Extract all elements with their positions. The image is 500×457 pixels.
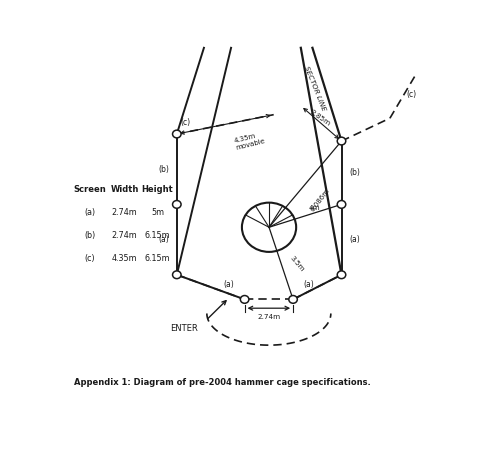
Text: (c): (c) bbox=[180, 118, 191, 127]
Circle shape bbox=[240, 296, 249, 303]
Circle shape bbox=[337, 201, 346, 208]
Text: Appendix 1: Diagram of pre-2004 hammer cage specifications.: Appendix 1: Diagram of pre-2004 hammer c… bbox=[74, 378, 371, 388]
Text: 2.74m: 2.74m bbox=[112, 208, 138, 217]
Circle shape bbox=[289, 296, 298, 303]
Text: (c): (c) bbox=[406, 90, 416, 99]
Text: 6.15m: 6.15m bbox=[144, 254, 170, 263]
Text: (b): (b) bbox=[158, 165, 169, 174]
Text: (a): (a) bbox=[349, 235, 360, 244]
Text: Width: Width bbox=[110, 185, 138, 194]
Text: (b): (b) bbox=[84, 231, 95, 240]
Circle shape bbox=[337, 271, 346, 279]
Text: (c): (c) bbox=[84, 254, 95, 263]
Text: 5m: 5m bbox=[151, 208, 164, 217]
Circle shape bbox=[172, 201, 181, 208]
Text: ENTER: ENTER bbox=[170, 324, 198, 333]
Text: (a): (a) bbox=[84, 208, 95, 217]
Text: Height: Height bbox=[142, 185, 174, 194]
Text: 3.5m: 3.5m bbox=[289, 255, 306, 272]
Text: 6.086m: 6.086m bbox=[309, 188, 330, 213]
Text: Screen: Screen bbox=[73, 185, 106, 194]
Text: 4m: 4m bbox=[309, 205, 320, 211]
Text: 2.74m: 2.74m bbox=[112, 231, 138, 240]
Circle shape bbox=[172, 271, 181, 279]
Text: (a): (a) bbox=[224, 280, 234, 289]
Circle shape bbox=[172, 130, 181, 138]
Circle shape bbox=[337, 137, 346, 145]
Text: 2.85m: 2.85m bbox=[308, 109, 331, 127]
Text: SECTOR LINE: SECTOR LINE bbox=[304, 65, 327, 112]
Text: (b): (b) bbox=[349, 168, 360, 177]
Text: (a): (a) bbox=[158, 235, 169, 244]
Text: (a): (a) bbox=[303, 280, 314, 289]
Text: 4.35m
movable: 4.35m movable bbox=[233, 131, 266, 151]
Text: 4.35m: 4.35m bbox=[112, 254, 138, 263]
Text: 2.74m: 2.74m bbox=[258, 314, 280, 320]
Text: 6.15m: 6.15m bbox=[144, 231, 170, 240]
